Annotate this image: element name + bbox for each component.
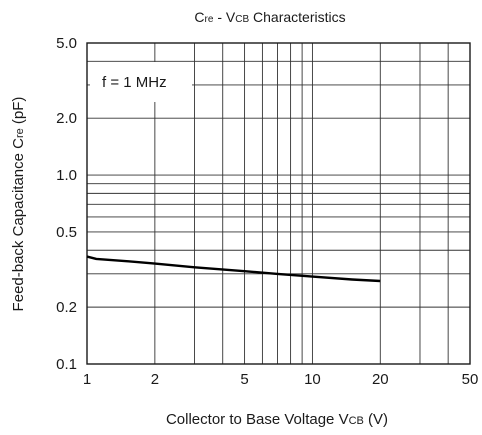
y-tick-label: 0.5 <box>56 224 77 241</box>
capacitance-curve <box>86 255 381 283</box>
y-tick-label: 0.1 <box>56 356 77 373</box>
x-tick-label: 20 <box>372 371 389 388</box>
x-tick-labels: 1 2 5 10 20 50 <box>83 371 479 388</box>
x-tick-label: 10 <box>304 371 321 388</box>
y-tick-label: 5.0 <box>56 35 77 52</box>
x-tick-label: 1 <box>83 371 91 388</box>
curve-layer <box>86 255 381 283</box>
y-tick-label: 0.2 <box>56 299 77 316</box>
y-tick-labels: 0.1 0.2 0.5 1.0 2.0 5.0 <box>56 35 77 373</box>
y-tick-label: 2.0 <box>56 110 77 127</box>
chart-title: Cre - VCB Characteristics <box>194 9 345 25</box>
x-tick-label: 2 <box>151 371 159 388</box>
y-tick-label: 1.0 <box>56 167 77 184</box>
x-tick-label: 5 <box>240 371 248 388</box>
annotation-box <box>90 62 192 102</box>
x-axis-label: Collector to Base Voltage VCB (V) <box>166 411 388 428</box>
x-tick-label: 50 <box>462 371 479 388</box>
frequency-annotation: f = 1 MHz <box>102 74 167 91</box>
plot-frame <box>86 42 471 365</box>
y-axis-label: Feed-back Capacitance Cre (pF) <box>10 97 27 312</box>
